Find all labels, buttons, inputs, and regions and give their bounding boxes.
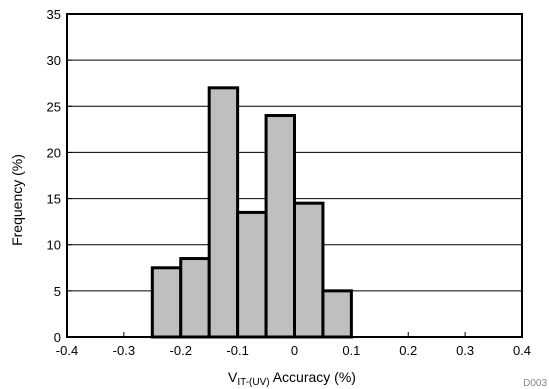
x-axis-title-main: V — [228, 369, 238, 385]
x-tick-label-8: 0.4 — [513, 343, 531, 358]
x-axis-title: VIT-(UV) Accuracy (%) — [228, 369, 356, 388]
x-tick-label-6: 0.2 — [399, 343, 417, 358]
y-tick-label-5: 25 — [47, 99, 61, 114]
bar-4 — [264, 114, 296, 339]
bar-1 — [179, 257, 211, 339]
x-tick-label-7: 0.3 — [456, 343, 474, 358]
y-tick-label-7: 35 — [47, 7, 61, 22]
y-tick-label-6: 30 — [47, 53, 61, 68]
x-tick-labels: -0.4 -0.3 -0.2 -0.1 0 0.1 0.2 0.3 0.4 — [56, 343, 531, 358]
y-axis-title: Frequency (%) — [9, 154, 25, 246]
ticks — [66, 13, 523, 338]
x-tick-label-5: 0.1 — [342, 343, 360, 358]
bar-3 — [236, 210, 268, 339]
y-tick-label-2: 10 — [47, 238, 61, 253]
x-tick-label-3: -0.1 — [226, 343, 248, 358]
y-tick-label-1: 5 — [54, 284, 61, 299]
x-axis-title-subscript: IT-(UV) — [237, 377, 269, 388]
bars — [150, 86, 353, 339]
bar-2 — [207, 86, 240, 339]
x-axis-title-rest: Accuracy (%) — [270, 369, 356, 385]
x-tick-label-2: -0.2 — [170, 343, 192, 358]
bar-5 — [293, 201, 325, 339]
x-tick-label-0: -0.4 — [56, 343, 78, 358]
y-tick-labels: 0 5 10 15 20 25 30 35 — [47, 7, 61, 345]
bar-0 — [150, 266, 183, 339]
y-tick-label-0: 0 — [54, 330, 61, 345]
x-tick-label-1: -0.3 — [113, 343, 135, 358]
bar-6 — [321, 289, 353, 339]
y-tick-label-3: 15 — [47, 192, 61, 207]
figure-code: D003 — [523, 378, 547, 389]
x-tick-label-4: 0 — [291, 343, 298, 358]
y-tick-label-4: 20 — [47, 145, 61, 160]
